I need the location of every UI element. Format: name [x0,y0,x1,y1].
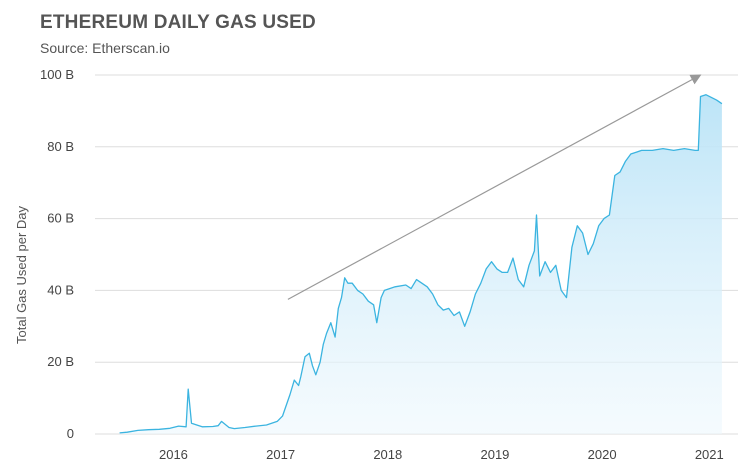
x-tick-label: 2017 [266,447,295,462]
x-tick-label: 2018 [373,447,402,462]
y-tick-label: 0 [67,426,74,441]
chart-subtitle: Source: Etherscan.io [40,40,170,56]
trend-arrow [287,74,702,300]
y-tick-label: 60 B [47,211,74,226]
series-line [119,94,723,434]
x-tick-label: 2021 [695,447,724,462]
y-tick-label: 80 B [47,139,74,154]
series-area [119,94,722,434]
x-tick-label: 2016 [159,447,188,462]
y-tick-label: 40 B [47,282,74,297]
y-tick-label: 20 B [47,354,74,369]
y-axis-label: Total Gas Used per Day [14,206,29,345]
x-tick-label: 2020 [588,447,617,462]
y-tick-label: 100 B [40,67,74,82]
chart-title: ETHEREUM DAILY GAS USED [40,12,316,33]
x-tick-label: 2019 [480,447,509,462]
